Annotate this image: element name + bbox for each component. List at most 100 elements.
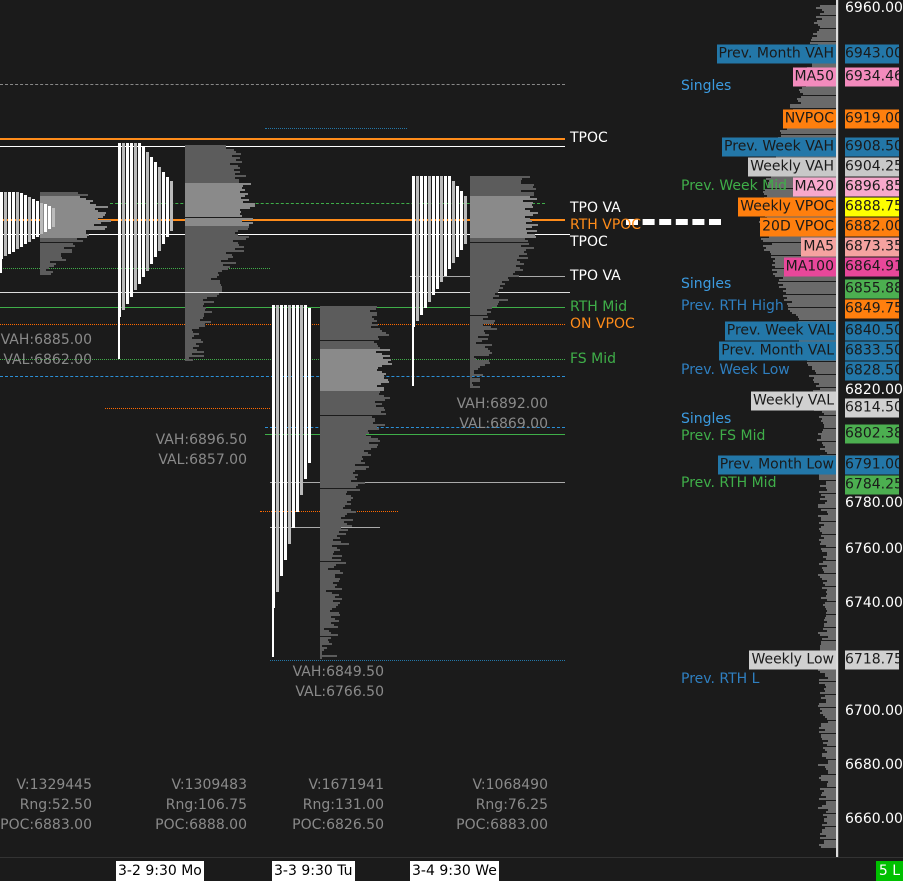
composite-profile-bar [812,378,836,381]
volume-profile-bar [40,222,102,225]
volume-profile-bar [470,191,535,194]
volume-profile-bar [470,299,508,302]
volume-profile-bar [320,520,345,523]
volume-profile-bar [470,187,537,190]
volume-profile-bar [470,224,539,227]
volume-profile-bar [320,593,340,596]
volume-profile-bar [320,597,342,600]
volume-profile-bar [470,297,494,300]
composite-profile-bar [822,714,836,717]
status-badge[interactable]: 5 L [876,861,903,881]
price-axis[interactable]: 6943.00 6934.46 6919.00 6904.25 6908.50 6896.… [838,0,903,857]
volume-profile-bar [320,551,334,554]
volume-profile-bar [185,345,200,348]
volume-profile-bar [40,224,94,227]
composite-profile-bar [763,240,836,243]
price-tick-label: 6760.00 [845,540,903,557]
volume-profile-bar [185,203,256,206]
composite-profile-bar [821,774,836,777]
volume-profile-bar [40,264,54,267]
volume-profile-bar [40,230,87,233]
volume-profile-bar [40,226,108,229]
volume-profile-bar [320,354,390,357]
volume-profile-bar [185,326,200,329]
volume-profile-bar [185,322,205,325]
volume-profile-bar [470,193,534,196]
level-tag: 20D VPOC [760,217,836,237]
composite-profile-bar [822,582,836,585]
composite-profile-bar [812,65,836,68]
volume-profile-bar [40,191,78,194]
volume-profile-bar [470,262,524,265]
composite-profile-bar [777,136,836,139]
dashed-marker [626,218,721,225]
time-axis[interactable]: 3-2 9:30 Mo 3-3 9:30 Tu 3-4 9:30 We 5 L [0,857,903,881]
volume-profile-bar [470,185,533,188]
composite-profile-bar [827,744,836,747]
composite-profile-bar [820,530,836,533]
composite-profile-bar [821,534,836,537]
composite-profile-bar [824,729,836,732]
volume-profile-bar [470,313,487,316]
volume-profile-bar [40,201,90,204]
composite-profile-bar [821,724,836,727]
composite-profile-bar [826,480,836,483]
composite-profile-bar [826,768,836,771]
volume-profile-bar [470,386,480,389]
composite-profile-bar [764,249,836,252]
volume-profile-bar [185,233,239,236]
composite-profile-bar [816,35,836,38]
price-tag: 6840.50 [845,321,903,341]
volume-profile-bar [320,449,364,452]
volume-profile-bar [185,335,195,338]
value-area-high: VAH:6896.50 [155,432,247,448]
line-label: ON VPOC [570,316,635,333]
volume-profile-bar [320,482,365,485]
volume-profile-bar [185,357,189,360]
volume-profile-bar [320,370,382,373]
volume-profile-bar [185,148,234,151]
volume-profile-bar [320,569,341,572]
volume-profile-bar [185,166,240,169]
volume-profile-bar [185,333,199,336]
tpo-column [170,181,173,231]
composite-profile-bar [819,644,836,647]
composite-profile-bar [818,415,836,418]
composite-profile-bar [825,701,836,704]
volume-profile-bar [185,264,223,267]
volume-profile-bar [185,235,249,238]
volume-profile-bar [320,626,339,629]
composite-profile-bar [768,236,836,239]
chart-plot-area[interactable]: VAH:6885.00 VAL:6862.00 V:1329445 Rng:52.50… [0,0,838,857]
composite-profile-bar [812,365,836,368]
level-line [0,83,565,85]
volume-profile-bar [185,288,223,291]
time-label: 3-3 9:30 Tu [272,861,355,881]
tpo-column [40,202,43,235]
volume-profile-bar [185,331,193,334]
volume-profile-bar [320,468,367,471]
volume-profile-bar [185,247,236,250]
volume-profile-bar [320,589,326,592]
volume-profile-bar [320,573,335,576]
volume-profile-bar [185,284,221,287]
volume-profile-bar [185,349,197,352]
volume-profile-bar [320,535,337,538]
volume-profile-bar [470,179,522,182]
volume-profile-bar [470,266,521,269]
composite-profile-bar [787,303,836,306]
composite-profile-bar [818,681,836,684]
volume-profile-bar [470,349,490,352]
volume-profile-bar [470,325,491,328]
composite-profile-bar [813,32,836,35]
composite-profile-bar [825,614,836,617]
volume-profile-bar [40,203,96,206]
composite-profile-bar [822,755,836,758]
volume-profile-bar [185,262,237,265]
tpo-range-bar [412,175,414,387]
session-volume: V:1671941 [308,777,384,793]
volume-profile-bar [320,620,339,623]
composite-profile-bar [790,104,836,107]
volume-profile-bar [470,321,494,324]
composite-profile-bar [826,621,836,624]
